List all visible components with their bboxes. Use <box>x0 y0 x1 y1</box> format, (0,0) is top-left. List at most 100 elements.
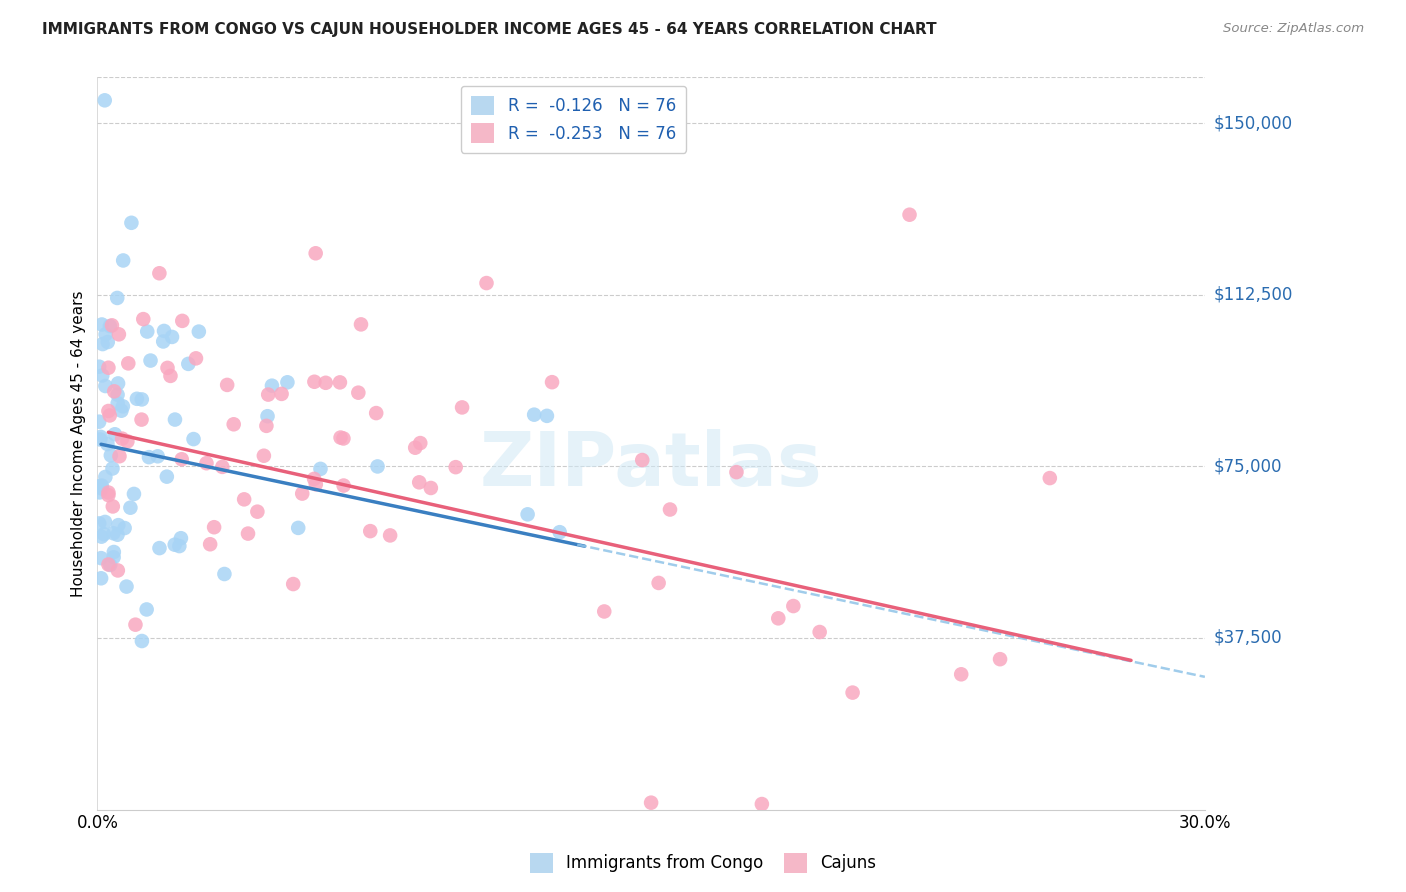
Point <box>177 357 200 371</box>
Point <box>105 291 128 305</box>
Point <box>548 525 571 540</box>
Point <box>291 486 314 500</box>
Point <box>404 441 426 455</box>
Point <box>304 375 326 389</box>
Point <box>475 276 498 290</box>
Point <box>782 599 804 613</box>
Point <box>114 521 136 535</box>
Point <box>110 403 132 417</box>
Point <box>419 481 441 495</box>
Point <box>107 518 129 533</box>
Point <box>170 452 193 467</box>
Point <box>378 528 401 542</box>
Point <box>444 460 467 475</box>
Point <box>111 432 134 446</box>
Point <box>90 571 112 585</box>
Point <box>898 208 921 222</box>
Point <box>329 376 352 390</box>
Point <box>97 488 120 502</box>
Point <box>309 462 332 476</box>
Point <box>139 353 162 368</box>
Point <box>541 375 564 389</box>
Point <box>148 266 170 280</box>
Point <box>100 448 122 462</box>
Point <box>115 580 138 594</box>
Point <box>287 521 309 535</box>
Point <box>103 526 125 541</box>
Point <box>122 487 145 501</box>
Point <box>103 545 125 559</box>
Point <box>90 430 112 444</box>
Point <box>315 376 337 390</box>
Point <box>135 602 157 616</box>
Point <box>97 404 120 418</box>
Point <box>98 409 121 423</box>
Point <box>159 368 181 383</box>
Point <box>108 327 131 342</box>
Point <box>198 537 221 551</box>
Point <box>90 478 112 492</box>
Point <box>120 216 142 230</box>
Point <box>236 526 259 541</box>
Point <box>305 246 328 260</box>
Point <box>97 558 120 572</box>
Point <box>125 392 148 406</box>
Point <box>112 253 135 268</box>
Point <box>156 469 179 483</box>
Point <box>246 505 269 519</box>
Point <box>276 376 298 390</box>
Text: ZIPatlas: ZIPatlas <box>479 429 823 502</box>
Point <box>163 538 186 552</box>
Text: $150,000: $150,000 <box>1213 114 1292 132</box>
Point <box>283 577 305 591</box>
Point <box>91 337 114 351</box>
Point <box>523 408 546 422</box>
Point <box>270 387 292 401</box>
Point <box>751 797 773 811</box>
Point <box>146 450 169 464</box>
Point <box>90 318 112 332</box>
Point <box>94 515 117 529</box>
Point <box>841 685 863 699</box>
Point <box>120 500 142 515</box>
Point <box>366 406 388 420</box>
Point <box>163 412 186 426</box>
Point <box>451 401 474 415</box>
Point <box>101 318 124 333</box>
Text: IMMIGRANTS FROM CONGO VS CAJUN HOUSEHOLDER INCOME AGES 45 - 64 YEARS CORRELATION: IMMIGRANTS FROM CONGO VS CAJUN HOUSEHOLD… <box>42 22 936 37</box>
Point <box>89 415 111 429</box>
Point <box>97 485 120 500</box>
Point <box>107 564 129 578</box>
Point <box>97 360 120 375</box>
Point <box>117 356 139 370</box>
Point <box>94 379 117 393</box>
Text: Source: ZipAtlas.com: Source: ZipAtlas.com <box>1223 22 1364 36</box>
Point <box>108 449 131 463</box>
Point <box>89 516 111 531</box>
Point <box>107 376 129 391</box>
Point <box>98 319 121 334</box>
Point <box>988 652 1011 666</box>
Point <box>96 437 118 451</box>
Point <box>117 434 139 449</box>
Point <box>214 566 236 581</box>
Point <box>103 550 125 565</box>
Point <box>183 432 205 446</box>
Point <box>217 378 239 392</box>
Point <box>89 433 111 447</box>
Point <box>647 576 669 591</box>
Point <box>89 359 111 374</box>
Point <box>103 384 125 399</box>
Point <box>101 461 124 475</box>
Point <box>107 388 129 402</box>
Point <box>233 492 256 507</box>
Point <box>124 617 146 632</box>
Point <box>93 527 115 541</box>
Point <box>329 431 352 445</box>
Text: $75,000: $75,000 <box>1213 458 1282 475</box>
Point <box>184 351 207 366</box>
Point <box>359 524 381 538</box>
Point <box>153 324 176 338</box>
Point <box>332 432 354 446</box>
Y-axis label: Householder Income Ages 45 - 64 years: Householder Income Ages 45 - 64 years <box>72 290 86 597</box>
